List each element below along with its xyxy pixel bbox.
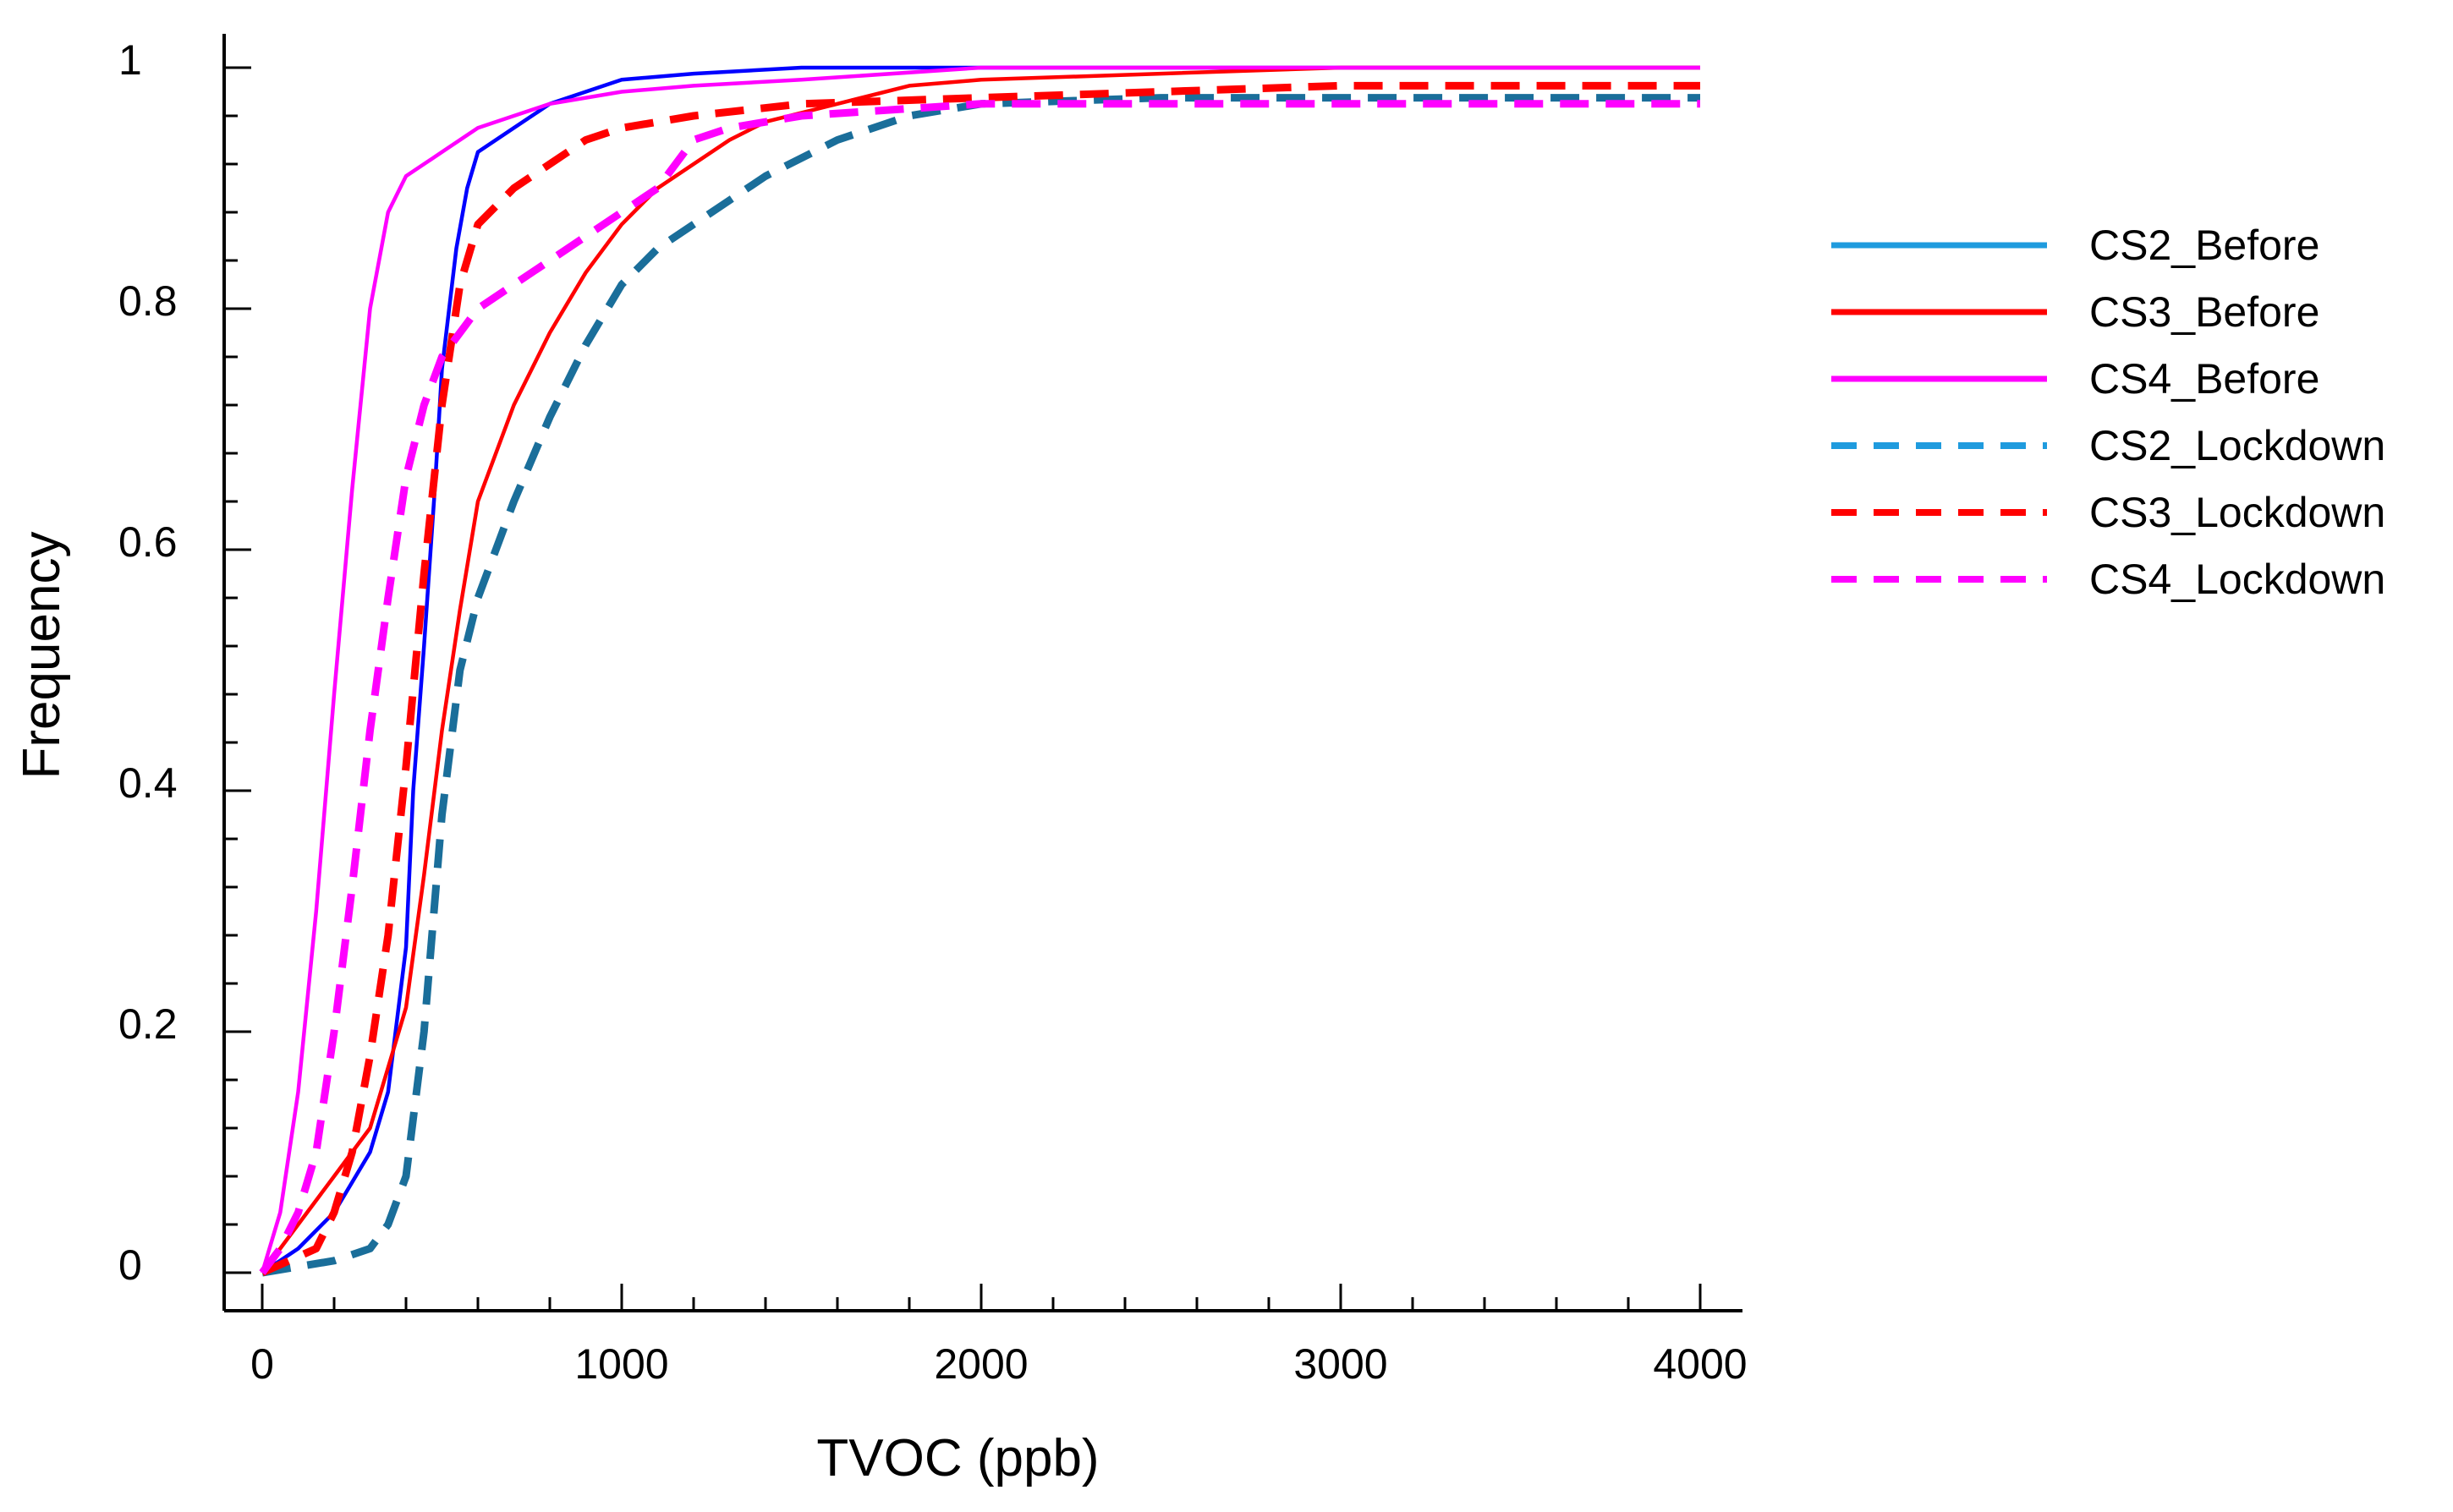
legend-label: CS3_Before: [2089, 288, 2319, 336]
legend-label: CS2_Before: [2089, 222, 2319, 269]
series-line-cs4-before: [260, 65, 1700, 1274]
series-line-cs4-lockdown: [259, 100, 1700, 1275]
x-tick-label: 0: [250, 1340, 274, 1388]
legend: CS2_Before CS3_Before CS4_Before CS2_Lockdo…: [1831, 222, 2385, 603]
x-axis-title: TVOC (ppb): [816, 1429, 1099, 1487]
y-axis-title: Frequency: [13, 532, 71, 780]
legend-label: CS4_Before: [2089, 355, 2319, 403]
y-tick-label: 0.8: [118, 277, 178, 325]
series-line-cs3-before: [261, 65, 1700, 1274]
y-tick-label: 0.4: [118, 759, 178, 807]
y-tick-label: 1: [118, 36, 142, 84]
legend-label: CS2_Lockdown: [2089, 422, 2385, 469]
legend-label: CS4_Lockdown: [2089, 556, 2385, 603]
series-lines: [259, 65, 1700, 1277]
x-tick-label: 2000: [934, 1340, 1028, 1388]
series-line-cs2-lockdown: [261, 94, 1700, 1277]
x-axis-ticks: 0 1000 2000 3000 4000: [250, 1284, 1748, 1388]
y-tick-label: 0: [118, 1241, 142, 1289]
series-line-cs3-lockdown: [261, 81, 1700, 1277]
plot-area: 0 0.2 0.4 0.6 0.8 1 0 1000 2000 3000 4000: [118, 34, 1748, 1388]
y-tick-label: 0.6: [118, 518, 178, 566]
x-tick-label: 1000: [574, 1340, 668, 1388]
y-tick-label: 0.2: [118, 1000, 178, 1048]
x-tick-label: 4000: [1653, 1340, 1747, 1388]
legend-label: CS3_Lockdown: [2089, 489, 2385, 536]
x-tick-label: 3000: [1293, 1340, 1387, 1388]
series-line-cs2-before: [261, 65, 1700, 1274]
y-axis-ticks: 0 0.2 0.4 0.6 0.8 1: [118, 36, 251, 1289]
